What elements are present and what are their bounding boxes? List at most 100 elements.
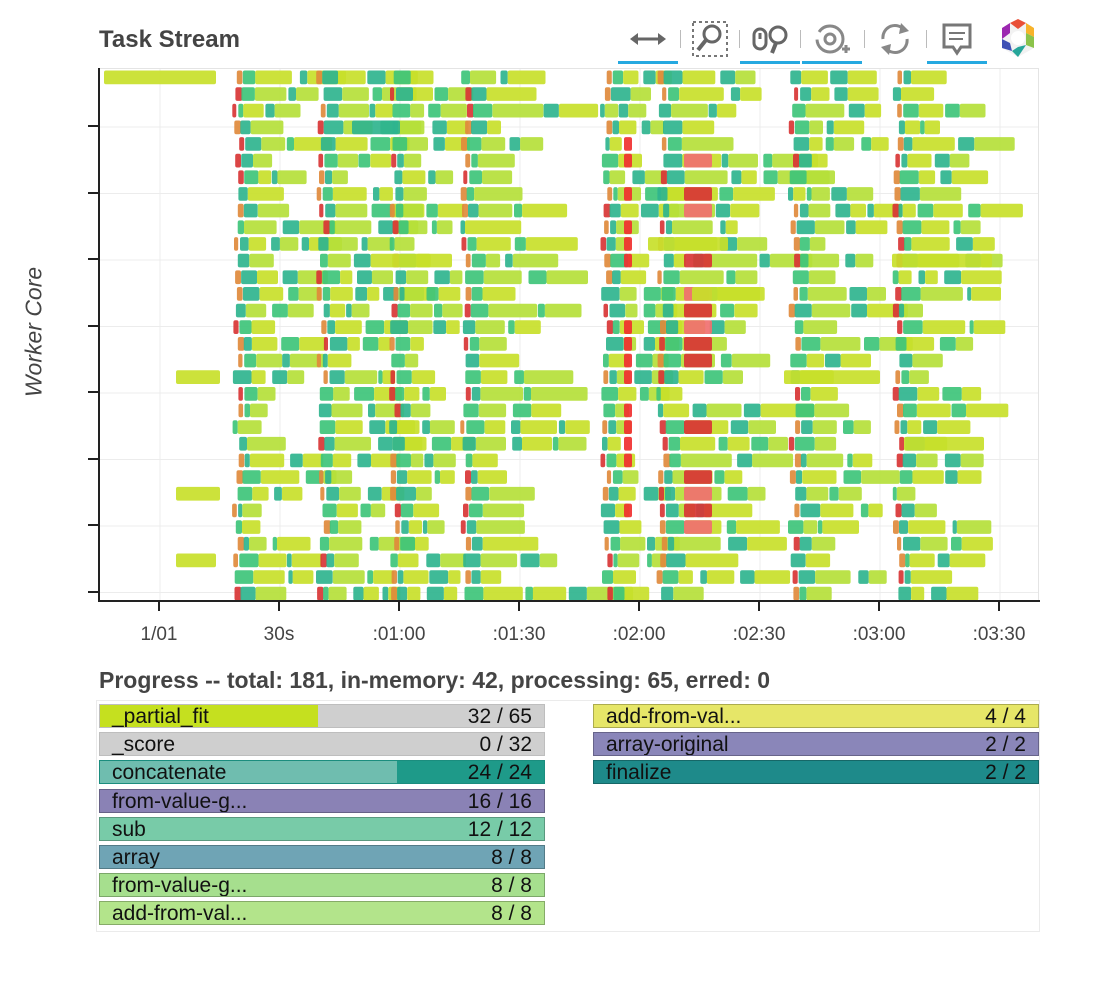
task-block[interactable] xyxy=(482,536,539,551)
progress-bar[interactable]: concatenate 24 / 24 xyxy=(99,760,545,785)
task-block[interactable] xyxy=(335,137,368,151)
task-block[interactable] xyxy=(850,203,866,218)
task-block[interactable] xyxy=(344,370,378,384)
task-block[interactable] xyxy=(623,70,639,85)
task-block[interactable] xyxy=(465,470,471,484)
task-block[interactable] xyxy=(391,353,405,368)
task-block[interactable] xyxy=(465,486,472,501)
task-block[interactable] xyxy=(367,287,380,301)
task-block[interactable] xyxy=(329,303,346,318)
task-block[interactable] xyxy=(728,536,748,551)
task-block[interactable] xyxy=(833,120,865,135)
task-block[interactable] xyxy=(735,270,758,285)
task-block[interactable] xyxy=(906,337,935,351)
task-block[interactable] xyxy=(805,103,845,118)
task-block[interactable] xyxy=(329,536,363,551)
task-block[interactable] xyxy=(662,303,674,318)
task-block[interactable] xyxy=(440,553,466,568)
task-block[interactable] xyxy=(407,586,421,601)
task-block[interactable] xyxy=(422,387,430,401)
task-block[interactable] xyxy=(465,570,471,584)
task-block[interactable] xyxy=(661,137,667,151)
task-block[interactable] xyxy=(477,153,515,168)
task-block[interactable] xyxy=(968,203,981,218)
task-block[interactable] xyxy=(898,303,905,318)
task-block[interactable] xyxy=(395,337,411,351)
task-block[interactable] xyxy=(937,420,971,434)
task-block[interactable] xyxy=(320,486,325,501)
task-block[interactable] xyxy=(400,536,416,551)
task-block[interactable] xyxy=(843,420,854,434)
task-block[interactable] xyxy=(793,153,800,168)
task-block[interactable] xyxy=(969,320,974,334)
task-block[interactable] xyxy=(609,370,617,384)
task-block[interactable] xyxy=(601,287,620,301)
task-block[interactable] xyxy=(901,503,915,518)
task-block[interactable] xyxy=(895,503,902,518)
task-block[interactable] xyxy=(235,87,243,101)
task-block[interactable] xyxy=(895,337,907,351)
task-block[interactable] xyxy=(917,203,934,218)
task-block[interactable] xyxy=(467,137,482,151)
task-block[interactable] xyxy=(238,453,245,468)
task-block[interactable] xyxy=(788,520,804,534)
task-block[interactable] xyxy=(467,103,474,118)
task-block[interactable] xyxy=(331,470,353,484)
task-block[interactable] xyxy=(959,103,986,118)
task-block[interactable] xyxy=(795,337,801,351)
task-block[interactable] xyxy=(400,403,411,418)
task-block[interactable] xyxy=(471,120,488,135)
task-block[interactable] xyxy=(624,436,632,451)
task-block[interactable] xyxy=(607,553,613,568)
task-block[interactable] xyxy=(684,486,712,501)
task-block[interactable] xyxy=(825,137,834,151)
task-block[interactable] xyxy=(397,570,404,584)
task-block[interactable] xyxy=(244,403,251,418)
task-block[interactable] xyxy=(233,553,238,568)
task-block[interactable] xyxy=(663,270,680,285)
task-block[interactable] xyxy=(292,570,314,584)
task-block[interactable] xyxy=(403,187,427,201)
task-block[interactable] xyxy=(286,553,292,568)
task-block[interactable] xyxy=(328,586,347,601)
task-block[interactable] xyxy=(960,220,981,235)
task-block[interactable] xyxy=(329,220,335,235)
task-block[interactable] xyxy=(793,287,799,301)
task-block[interactable] xyxy=(282,270,298,285)
task-block[interactable] xyxy=(668,436,681,451)
task-block[interactable] xyxy=(402,170,426,185)
task-block[interactable] xyxy=(904,303,923,318)
task-block[interactable] xyxy=(552,436,559,451)
task-block[interactable] xyxy=(953,220,961,235)
task-block[interactable] xyxy=(833,137,855,151)
task-block[interactable] xyxy=(238,103,244,118)
task-block[interactable] xyxy=(317,120,324,135)
task-block[interactable] xyxy=(367,70,386,85)
task-block[interactable] xyxy=(894,420,900,434)
task-block[interactable] xyxy=(460,520,466,534)
task-block[interactable] xyxy=(426,203,438,218)
task-block[interactable] xyxy=(483,586,523,601)
task-block[interactable] xyxy=(834,87,848,101)
task-block[interactable] xyxy=(371,203,392,218)
task-block[interactable] xyxy=(397,586,408,601)
task-block[interactable] xyxy=(333,387,350,401)
task-block[interactable] xyxy=(607,436,621,451)
task-block[interactable] xyxy=(838,486,862,501)
task-block[interactable] xyxy=(684,253,712,268)
task-block[interactable] xyxy=(257,270,278,285)
task-block[interactable] xyxy=(392,137,408,151)
task-block[interactable] xyxy=(903,320,923,334)
task-block[interactable] xyxy=(731,170,742,185)
task-block[interactable] xyxy=(235,303,246,318)
task-block[interactable] xyxy=(817,520,823,534)
task-block[interactable] xyxy=(396,370,412,384)
task-block[interactable] xyxy=(892,387,900,401)
task-block[interactable] xyxy=(798,570,816,584)
task-block[interactable] xyxy=(330,287,353,301)
task-block[interactable] xyxy=(790,70,802,85)
task-block[interactable] xyxy=(237,253,250,268)
task-block[interactable] xyxy=(481,137,506,151)
task-block[interactable] xyxy=(465,270,484,285)
task-block[interactable] xyxy=(801,387,811,401)
